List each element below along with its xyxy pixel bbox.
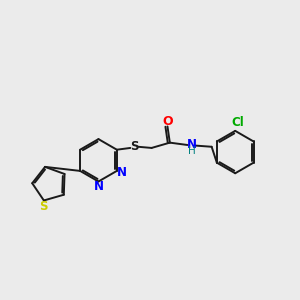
Text: H: H — [188, 146, 196, 156]
Text: O: O — [162, 115, 173, 128]
Text: N: N — [117, 166, 127, 179]
Text: S: S — [130, 140, 138, 153]
Text: N: N — [94, 180, 104, 193]
Text: Cl: Cl — [231, 116, 244, 129]
Text: S: S — [39, 200, 47, 213]
Text: N: N — [187, 138, 196, 151]
